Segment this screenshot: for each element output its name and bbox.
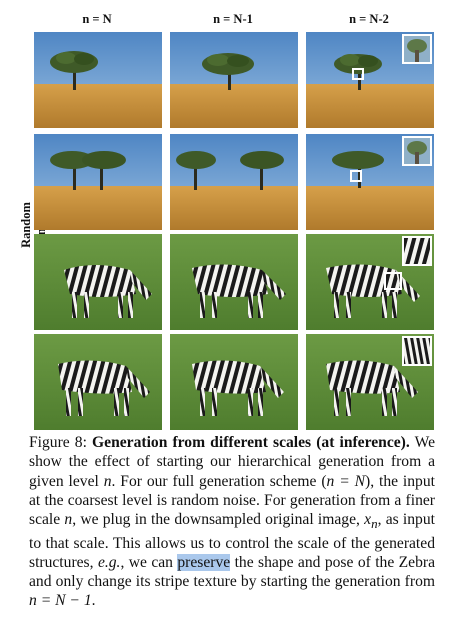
image-tree-row2-col2	[170, 134, 298, 230]
figure-label: Figure 8:	[29, 434, 87, 451]
image-zebra-row4-col2	[170, 334, 298, 430]
image-tree-row1-col3	[306, 32, 434, 128]
caption-text: , we plug in the downsampled original im…	[72, 511, 360, 528]
caption-text: .	[92, 592, 96, 609]
zoom-inset	[402, 236, 432, 266]
math-eq: n = N	[327, 473, 365, 490]
figure-caption: Figure 8: Generation from different scal…	[29, 433, 435, 611]
caption-text: , we can	[120, 554, 173, 571]
image-tree-row2-col1	[34, 134, 162, 230]
tree-landscape-image	[170, 134, 298, 230]
image-zebra-row4-col1	[34, 334, 162, 430]
highlighted-word[interactable]: preserve	[177, 554, 230, 571]
caption-title: Generation from different scales (at inf…	[92, 434, 410, 451]
image-zebra-row3-col2	[170, 234, 298, 330]
zebra-image	[34, 234, 162, 330]
zoom-region-marker	[352, 68, 364, 80]
tree-landscape-image	[170, 32, 298, 128]
zebra-image	[170, 234, 298, 330]
image-tree-row1-col2	[170, 32, 298, 128]
image-zebra-row4-col3	[306, 334, 434, 430]
zoom-inset	[402, 336, 432, 366]
zoom-inset	[402, 34, 432, 64]
caption-eg: e.g.	[98, 554, 121, 571]
zoom-region-marker	[350, 170, 362, 182]
math-eq: n = N − 1	[29, 592, 92, 609]
image-tree-row2-col3	[306, 134, 434, 230]
caption-text: . For our full generation scheme (	[112, 473, 327, 490]
image-zebra-row3-col1	[34, 234, 162, 330]
column-header-n-N-2: n = N-2	[306, 12, 432, 27]
math-var: n	[104, 473, 112, 490]
row-label-random-samples: Random samples	[19, 180, 33, 270]
zoom-region-marker	[384, 272, 402, 290]
zebra-image	[170, 334, 298, 430]
zoom-inset	[402, 136, 432, 166]
tree-landscape-image	[34, 32, 162, 128]
image-zebra-row3-col3	[306, 234, 434, 330]
column-header-n-N: n = N	[34, 12, 160, 27]
image-tree-row1-col1	[34, 32, 162, 128]
zebra-image	[34, 334, 162, 430]
tree-landscape-image	[34, 134, 162, 230]
column-header-n-N-1: n = N-1	[170, 12, 296, 27]
